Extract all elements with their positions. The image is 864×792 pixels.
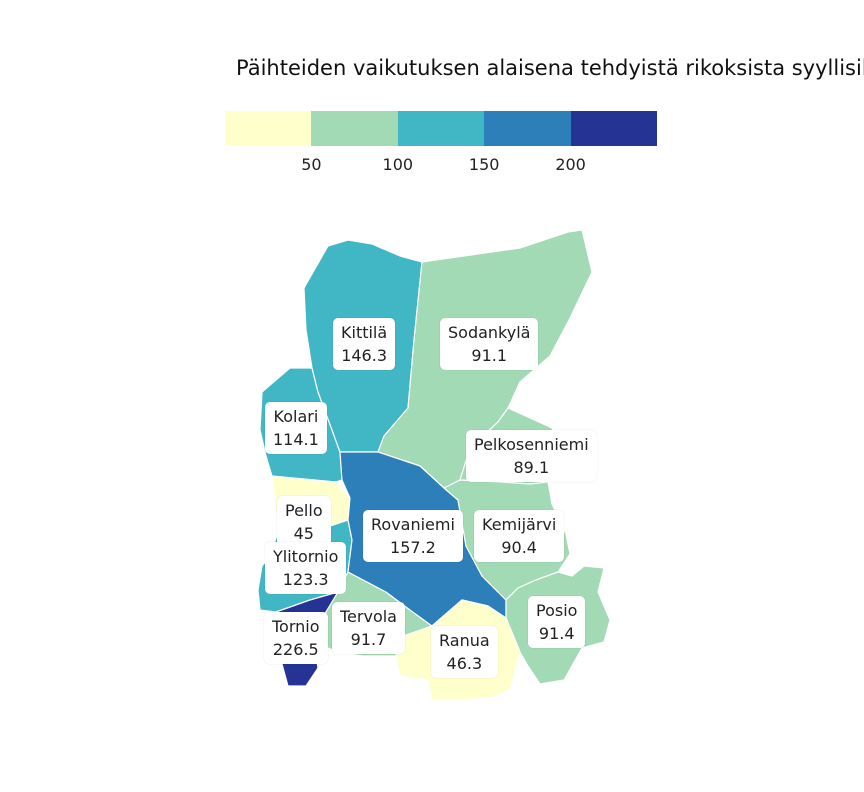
label-pello-value: 45	[293, 524, 314, 543]
label-rovaniemi-name: Rovaniemi	[371, 515, 455, 534]
legend-bar	[225, 111, 657, 146]
label-tornio: Tornio 226.5	[264, 612, 328, 664]
label-posio: Posio 91.4	[528, 596, 586, 648]
label-posio-value: 91.4	[538, 624, 575, 643]
label-tornio-name: Tornio	[272, 617, 320, 636]
label-pelkosenniemi-name: Pelkosenniemi	[474, 435, 589, 454]
label-kittila-value: 146.3	[341, 346, 387, 365]
legend-tick-label: 100	[382, 155, 414, 174]
map-title: Päihteiden vaikutuksen alaisena tehdyist…	[236, 56, 864, 80]
label-sodankyla-name: Sodankylä	[448, 323, 531, 342]
label-ranua: Ranua 46.3	[431, 626, 498, 678]
label-sodankyla: Sodankylä 91.1	[440, 318, 539, 370]
label-kemijarvi-value: 90.4	[501, 538, 537, 557]
label-tervola: Tervola 91.7	[332, 602, 405, 654]
label-tervola-value: 91.7	[350, 630, 387, 649]
label-rovaniemi: Rovaniemi 157.2	[363, 510, 463, 562]
label-kolari-name: Kolari	[273, 407, 319, 426]
legend-tick-label: 50	[301, 155, 322, 174]
legend-tick-label: 200	[555, 155, 586, 174]
legend-swatch	[225, 111, 312, 146]
label-rovaniemi-value: 157.2	[390, 538, 436, 557]
legend-swatch	[311, 111, 398, 146]
label-kemijarvi-name: Kemijärvi	[482, 515, 557, 534]
label-ylitornio-name: Ylitornio	[273, 547, 339, 566]
label-tervola-name: Tervola	[340, 607, 397, 626]
label-sodankyla-value: 91.1	[471, 346, 508, 365]
legend-swatch	[397, 111, 485, 146]
label-kittila: Kittilä 146.3	[333, 318, 396, 370]
label-kittila-name: Kittilä	[341, 323, 388, 342]
legend-swatch	[484, 111, 571, 146]
color-legend: 50 100 150 200	[225, 111, 657, 174]
legend-tick-label: 150	[468, 155, 500, 174]
label-ranua-value: 46.3	[446, 654, 483, 673]
label-pelkosenniemi: Pelkosenniemi 89.1	[466, 430, 597, 482]
label-posio-name: Posio	[536, 601, 578, 620]
label-kolari: Kolari 114.1	[265, 402, 327, 454]
label-kolari-value: 114.1	[273, 430, 319, 449]
label-ylitornio-value: 123.3	[282, 570, 329, 589]
legend-swatch	[570, 111, 657, 146]
label-pello: Pello 45	[277, 496, 331, 548]
label-tornio-value: 226.5	[272, 640, 319, 659]
label-ylitornio: Ylitornio 123.3	[265, 542, 347, 594]
label-pelkosenniemi-value: 89.1	[513, 458, 550, 477]
label-pello-name: Pello	[285, 501, 323, 520]
label-ranua-name: Ranua	[439, 631, 490, 650]
label-kemijarvi: Kemijärvi 90.4	[474, 510, 565, 562]
